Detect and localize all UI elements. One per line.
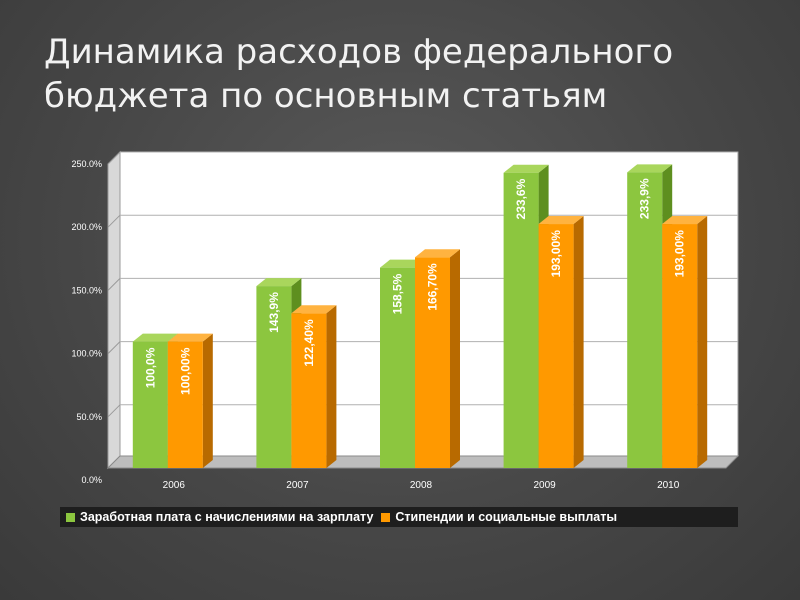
data-label: 100,00% <box>178 347 192 395</box>
bar <box>167 341 203 468</box>
x-tick-label: 2008 <box>410 480 433 491</box>
bar-top <box>291 305 337 314</box>
legend-label-social: Стипендии и социальные выплаты <box>395 510 618 524</box>
y-tick-label: 200.0% <box>71 222 102 232</box>
bar <box>415 257 450 468</box>
slide-title-line-2: бюджета по основным статьям <box>44 76 608 116</box>
grid-line-diag <box>107 341 121 354</box>
grid-line-diag <box>107 151 121 165</box>
bar <box>380 267 415 468</box>
data-label: 122,40% <box>302 319 316 367</box>
bar-top <box>627 164 673 173</box>
y-tick-label: 150.0% <box>71 285 102 295</box>
bar-top <box>415 249 460 258</box>
data-label: 233,9% <box>638 178 652 219</box>
data-label: 143,9% <box>267 292 281 333</box>
bar <box>538 224 574 468</box>
bar <box>132 341 168 468</box>
bar-side <box>326 305 337 468</box>
plot-side-wall <box>107 150 121 470</box>
bar-top <box>256 278 302 287</box>
bar-top <box>662 216 708 225</box>
data-label: 193,00% <box>673 230 687 278</box>
data-label: 233,6% <box>514 178 528 219</box>
bar <box>662 224 698 468</box>
bar <box>291 313 327 468</box>
data-label: 100,0% <box>143 347 157 388</box>
data-label: 158,5% <box>391 273 405 314</box>
bar-side <box>202 333 213 468</box>
data-label: 193,00% <box>549 230 563 278</box>
x-tick-label: 2007 <box>286 480 309 491</box>
x-tick-label: 2009 <box>533 480 556 491</box>
bar <box>256 286 292 468</box>
bar-side <box>697 216 708 468</box>
grid-line-diag <box>107 214 121 228</box>
bar-top <box>503 164 549 173</box>
legend-swatch-salary <box>66 512 75 522</box>
chart-legend: Заработная плата с начислениями на зарпл… <box>60 507 738 527</box>
legend-swatch-social <box>381 512 391 522</box>
x-tick-label: 2006 <box>163 480 186 491</box>
bar-side <box>573 216 584 468</box>
data-label: 166,70% <box>426 263 440 311</box>
grid-line-diag <box>107 278 121 291</box>
y-tick-label: 250.0% <box>71 159 102 169</box>
bar <box>627 172 663 468</box>
bar-top <box>132 333 178 342</box>
legend-label-salary: Заработная плата с начислениями на зарпл… <box>80 510 374 524</box>
y-tick-label: 0.0% <box>81 475 102 485</box>
y-tick-label: 50.0% <box>76 412 102 422</box>
slide-title: Динамика расходов федерального бюджета п… <box>44 30 673 118</box>
bar <box>503 172 539 468</box>
bar-top <box>538 216 584 225</box>
bar-side <box>450 249 460 468</box>
x-tick-label: 2010 <box>657 480 680 491</box>
y-tick-label: 100.0% <box>71 349 102 359</box>
bar-top <box>380 259 425 268</box>
legend-item-salary: Заработная плата с начислениями на зарпл… <box>66 510 373 524</box>
legend-item-social: Стипендии и социальные выплаты <box>381 510 617 524</box>
bar-top <box>167 333 213 342</box>
grid-line-diag <box>107 404 121 418</box>
slide-title-line-1: Динамика расходов федерального <box>44 32 674 72</box>
